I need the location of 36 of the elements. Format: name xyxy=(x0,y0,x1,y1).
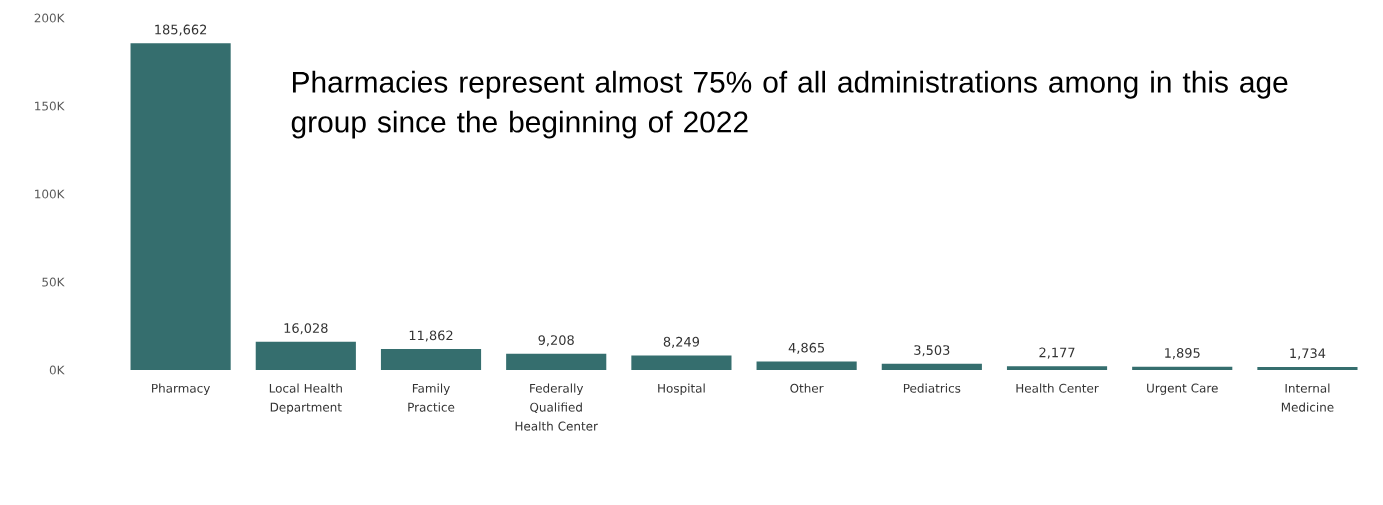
bar xyxy=(881,363,982,370)
bar xyxy=(1006,366,1108,370)
data-label: 185,662 xyxy=(155,24,207,36)
data-label: 1,734 xyxy=(1290,348,1326,360)
data-label: 9,208 xyxy=(538,335,574,347)
data-label: 8,249 xyxy=(663,336,700,348)
x-tick-label: Pediatrics xyxy=(903,383,961,393)
y-tick-label: 0K xyxy=(49,365,65,375)
x-tick-label: Local Health Department xyxy=(269,383,342,415)
data-label: 2,177 xyxy=(1039,347,1075,359)
x-tick-label: Pharmacy xyxy=(152,383,210,396)
data-label: 1,895 xyxy=(1165,348,1200,360)
y-tick-label: 100K xyxy=(35,189,65,199)
annotation: Pharmacies represent almost 75% of all administrations among in this age group since the beginning of 2022 xyxy=(291,70,1288,139)
data-label: 4,865 xyxy=(788,342,825,354)
data-label: 3,503 xyxy=(914,345,950,357)
data-label: 11,862 xyxy=(409,330,453,342)
bar xyxy=(1257,366,1358,370)
bar xyxy=(130,43,231,370)
x-tick-label: Internal Medicine xyxy=(1281,383,1334,412)
x-tick-label: Family Practice xyxy=(408,383,455,412)
bar xyxy=(255,341,356,370)
bar xyxy=(506,353,607,370)
x-tick-label: Health Center xyxy=(1016,383,1099,393)
bar xyxy=(756,361,857,370)
x-tick-label: Urgent Care xyxy=(1147,383,1218,395)
y-tick-label: 150K xyxy=(35,101,65,111)
bar xyxy=(631,355,732,370)
y-tick-label: 50K xyxy=(42,277,65,287)
bar xyxy=(1132,366,1233,370)
x-tick-label: Other xyxy=(790,383,824,393)
data-label: 16,028 xyxy=(284,323,328,335)
x-tick-label: Federally Qualified Health Center xyxy=(515,383,598,431)
x-tick-label: Hospital xyxy=(658,383,705,396)
y-tick-label: 200K xyxy=(34,13,65,23)
bar xyxy=(380,349,482,370)
